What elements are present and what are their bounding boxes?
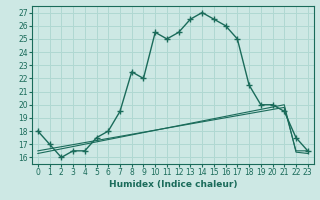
X-axis label: Humidex (Indice chaleur): Humidex (Indice chaleur) [108, 180, 237, 189]
